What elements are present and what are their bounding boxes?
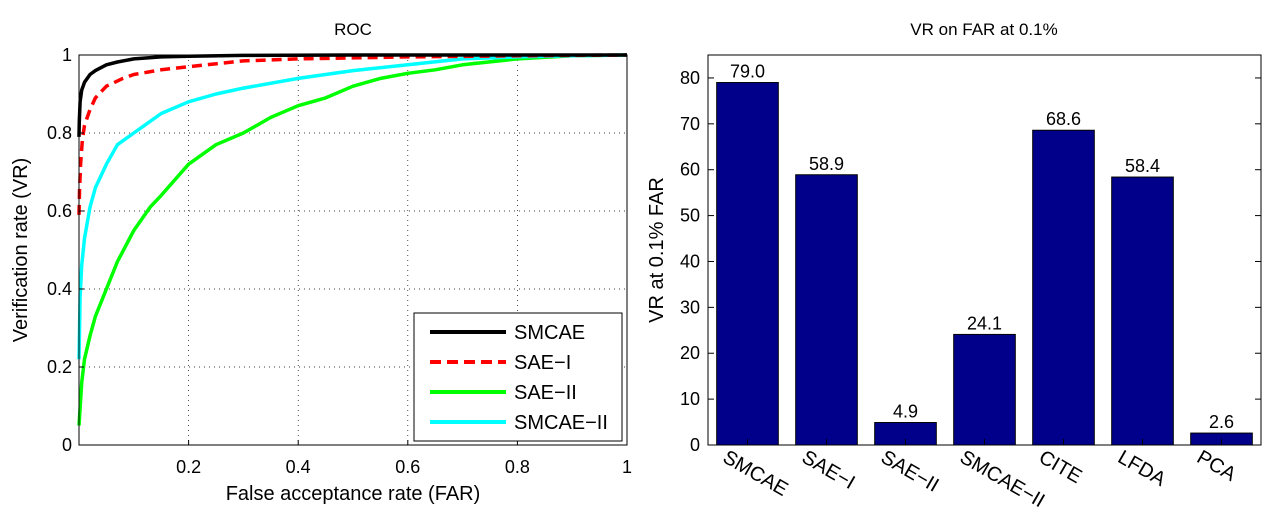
- roc-x-tick-label: 1: [622, 457, 632, 477]
- roc-y-tick-label: 0.8: [47, 123, 72, 143]
- bar-y-tick-label: 40: [680, 251, 700, 271]
- bar-y-tick-label: 30: [680, 297, 700, 317]
- roc-grid: [79, 55, 627, 445]
- roc-x-tick-label: 0.8: [505, 457, 530, 477]
- roc-legend-label: SMCAE: [514, 322, 585, 344]
- vr-bar-chart: VR on FAR at 0.1% 0 10 20 30 40 50 60 70 80 79.0…: [646, 20, 1262, 512]
- roc-ticks: 0.2 0.4 0.6 0.8 1 0 0.2 0.4 0.6 0.8 1: [47, 45, 632, 477]
- bar-value-label: 58.4: [1125, 156, 1160, 176]
- bar-category-label: CITE: [1035, 446, 1085, 488]
- bar-value-labels: 79.0 58.9 4.9 24.1 68.6 58.4 2.6: [730, 62, 1234, 433]
- roc-x-axis-label: False acceptance rate (FAR): [226, 483, 481, 505]
- bar-category-label: SMCAE: [719, 446, 792, 501]
- roc-legend-box: [413, 312, 623, 442]
- bar-y-axis-label: VR at 0.1% FAR: [646, 177, 668, 323]
- bar-category-label: SMCAE−II: [956, 446, 1048, 512]
- bar-category-label: PCA: [1193, 446, 1240, 486]
- roc-title: ROC: [334, 20, 372, 39]
- bars: [716, 82, 1253, 446]
- roc-y-tick-label: 0.6: [47, 201, 72, 221]
- roc-x-tick-label: 0.6: [395, 457, 420, 477]
- bar: [716, 82, 779, 446]
- roc-legend-label: SAE−II: [514, 382, 577, 404]
- bar: [1032, 129, 1095, 446]
- roc-line-sae-ii: [77, 53, 628, 426]
- bar-y-tick-label: 70: [680, 114, 700, 134]
- roc-y-tick-label: 1: [62, 45, 72, 65]
- roc-y-tick-label: 0.2: [47, 357, 72, 377]
- bar: [1111, 176, 1174, 446]
- bar-value-label: 24.1: [967, 313, 1002, 333]
- roc-chart: ROC 0.2 0.4 0.6 0.8 1 0 0.2 0.4 0.6 0.8 1 SMCAE SAE…: [10, 20, 632, 505]
- roc-y-tick-label: 0: [62, 435, 72, 455]
- roc-x-tick-label: 0.2: [176, 457, 201, 477]
- bar-y-tick-label: 0: [690, 435, 700, 455]
- bar-title: VR on FAR at 0.1%: [910, 20, 1057, 39]
- roc-axes-box: [78, 54, 628, 446]
- roc-legend-label: SMCAE−II: [514, 412, 608, 434]
- bar-value-label: 58.9: [809, 154, 844, 174]
- bar-category-label: LFDA: [1114, 446, 1170, 491]
- bar: [795, 174, 858, 446]
- bar-ticks: 0 10 20 30 40 50 60 70 80: [680, 68, 1261, 455]
- roc-y-axis-label: Verification rate (VR): [10, 158, 32, 343]
- roc-line-smcae: [77, 53, 627, 137]
- roc-line-smcae-ii: [77, 53, 628, 360]
- bar-y-tick-label: 50: [680, 206, 700, 226]
- bar-y-tick-label: 60: [680, 160, 700, 180]
- bar-category-label: SAE−II: [877, 446, 942, 496]
- bar-y-tick-label: 10: [680, 389, 700, 409]
- bar-value-label: 2.6: [1209, 412, 1234, 432]
- bar-value-label: 68.6: [1046, 109, 1081, 129]
- bar-y-tick-label: 80: [680, 68, 700, 88]
- roc-y-tick-label: 0.4: [47, 279, 72, 299]
- bar: [953, 333, 1016, 446]
- bar-y-tick-label: 20: [680, 343, 700, 363]
- bar-value-label: 4.9: [893, 402, 918, 422]
- roc-legend: SMCAE SAE−I SAE−II SMCAE−II: [413, 312, 623, 442]
- bar-value-label: 79.0: [730, 62, 765, 82]
- bar-category-label: SAE−I: [798, 446, 859, 494]
- roc-x-tick-label: 0.4: [286, 457, 311, 477]
- roc-series-lines: [77, 53, 628, 426]
- roc-legend-label: SAE−I: [514, 352, 571, 374]
- roc-line-sae-i: [77, 53, 628, 215]
